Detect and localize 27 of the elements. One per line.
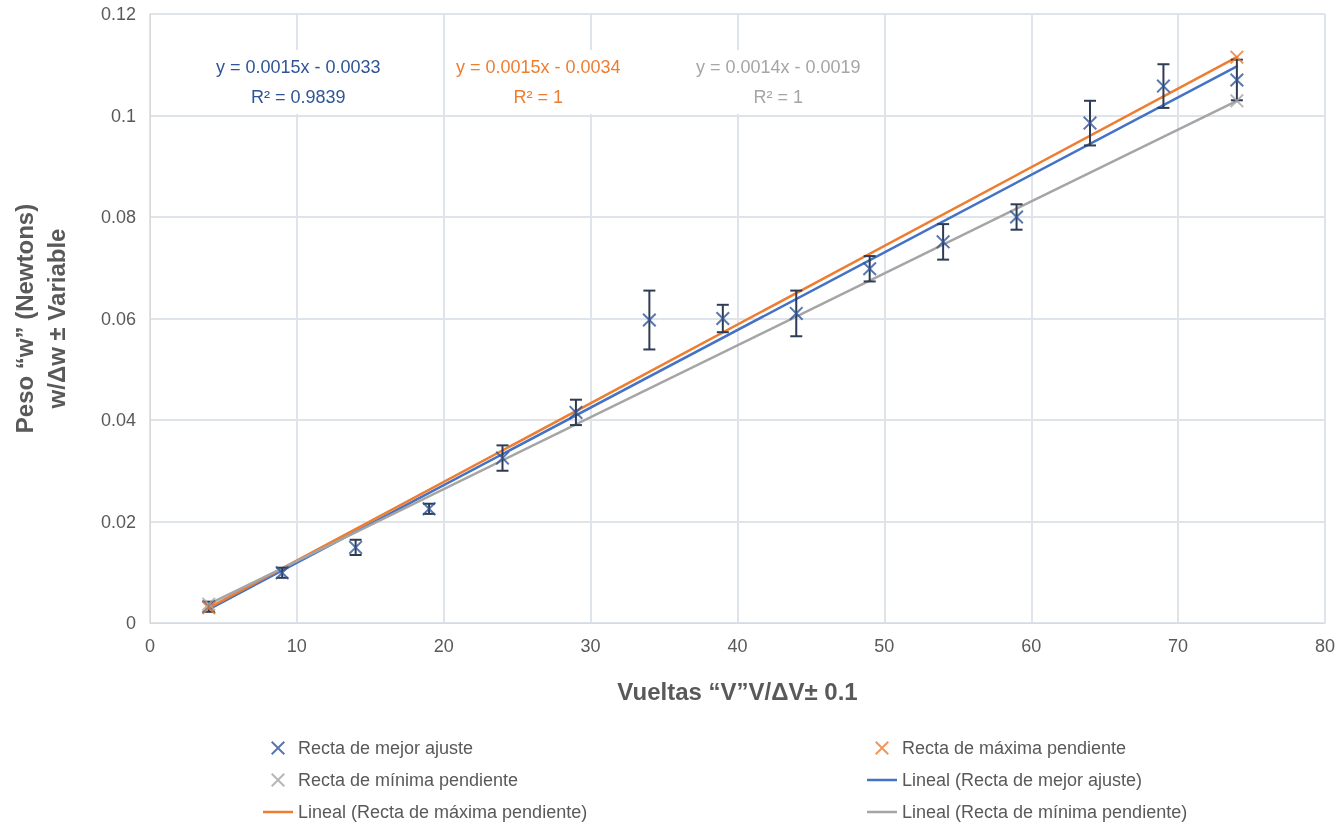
legend-label: Lineal (Recta de máxima pendiente) (298, 802, 588, 822)
x-tick-label: 50 (874, 636, 895, 656)
legend-label: Recta de mejor ajuste (298, 738, 474, 758)
legend-label: Recta de mínima pendiente (298, 770, 519, 790)
x-tick-label: 40 (727, 636, 748, 656)
legend-label: Recta de máxima pendiente (902, 738, 1127, 758)
annotation: y = 0.0015x - 0.0034 R² = 1 (456, 57, 621, 107)
annotation: y = 0.0015x - 0.0033 R² = 0.9839 (216, 57, 381, 107)
y-tick-label: 0.08 (100, 207, 136, 227)
annotation: y = 0.0014x - 0.0019 R² = 1 (696, 57, 861, 107)
legend-label: Lineal (Recta de mejor ajuste) (902, 770, 1143, 790)
x-tick-label: 70 (1168, 636, 1189, 656)
y-tick-label: 0 (125, 613, 136, 633)
y-tick-label: 0.1 (110, 105, 136, 126)
y-axis-title: Peso “w” (Newtons) w/Δw ± Variable (10, 203, 70, 434)
x-tick-label: 80 (1314, 636, 1336, 656)
x-axis-title: Vueltas “V”V/ΔV± 0.1 (617, 677, 858, 705)
x-tick-label: 30 (580, 636, 601, 656)
x-tick-label: 0 (144, 636, 156, 656)
legend-label: Lineal (Recta de mínima pendiente) (902, 802, 1188, 822)
y-tick-label: 0.04 (100, 410, 136, 430)
x-tick-label: 60 (1021, 636, 1042, 656)
y-tick-label: 0.02 (100, 511, 136, 532)
y-tick-label: 0.06 (100, 308, 136, 329)
x-tick-label: 10 (286, 636, 307, 656)
x-tick-label: 20 (433, 636, 454, 656)
y-tick-label: 0.12 (100, 4, 136, 24)
